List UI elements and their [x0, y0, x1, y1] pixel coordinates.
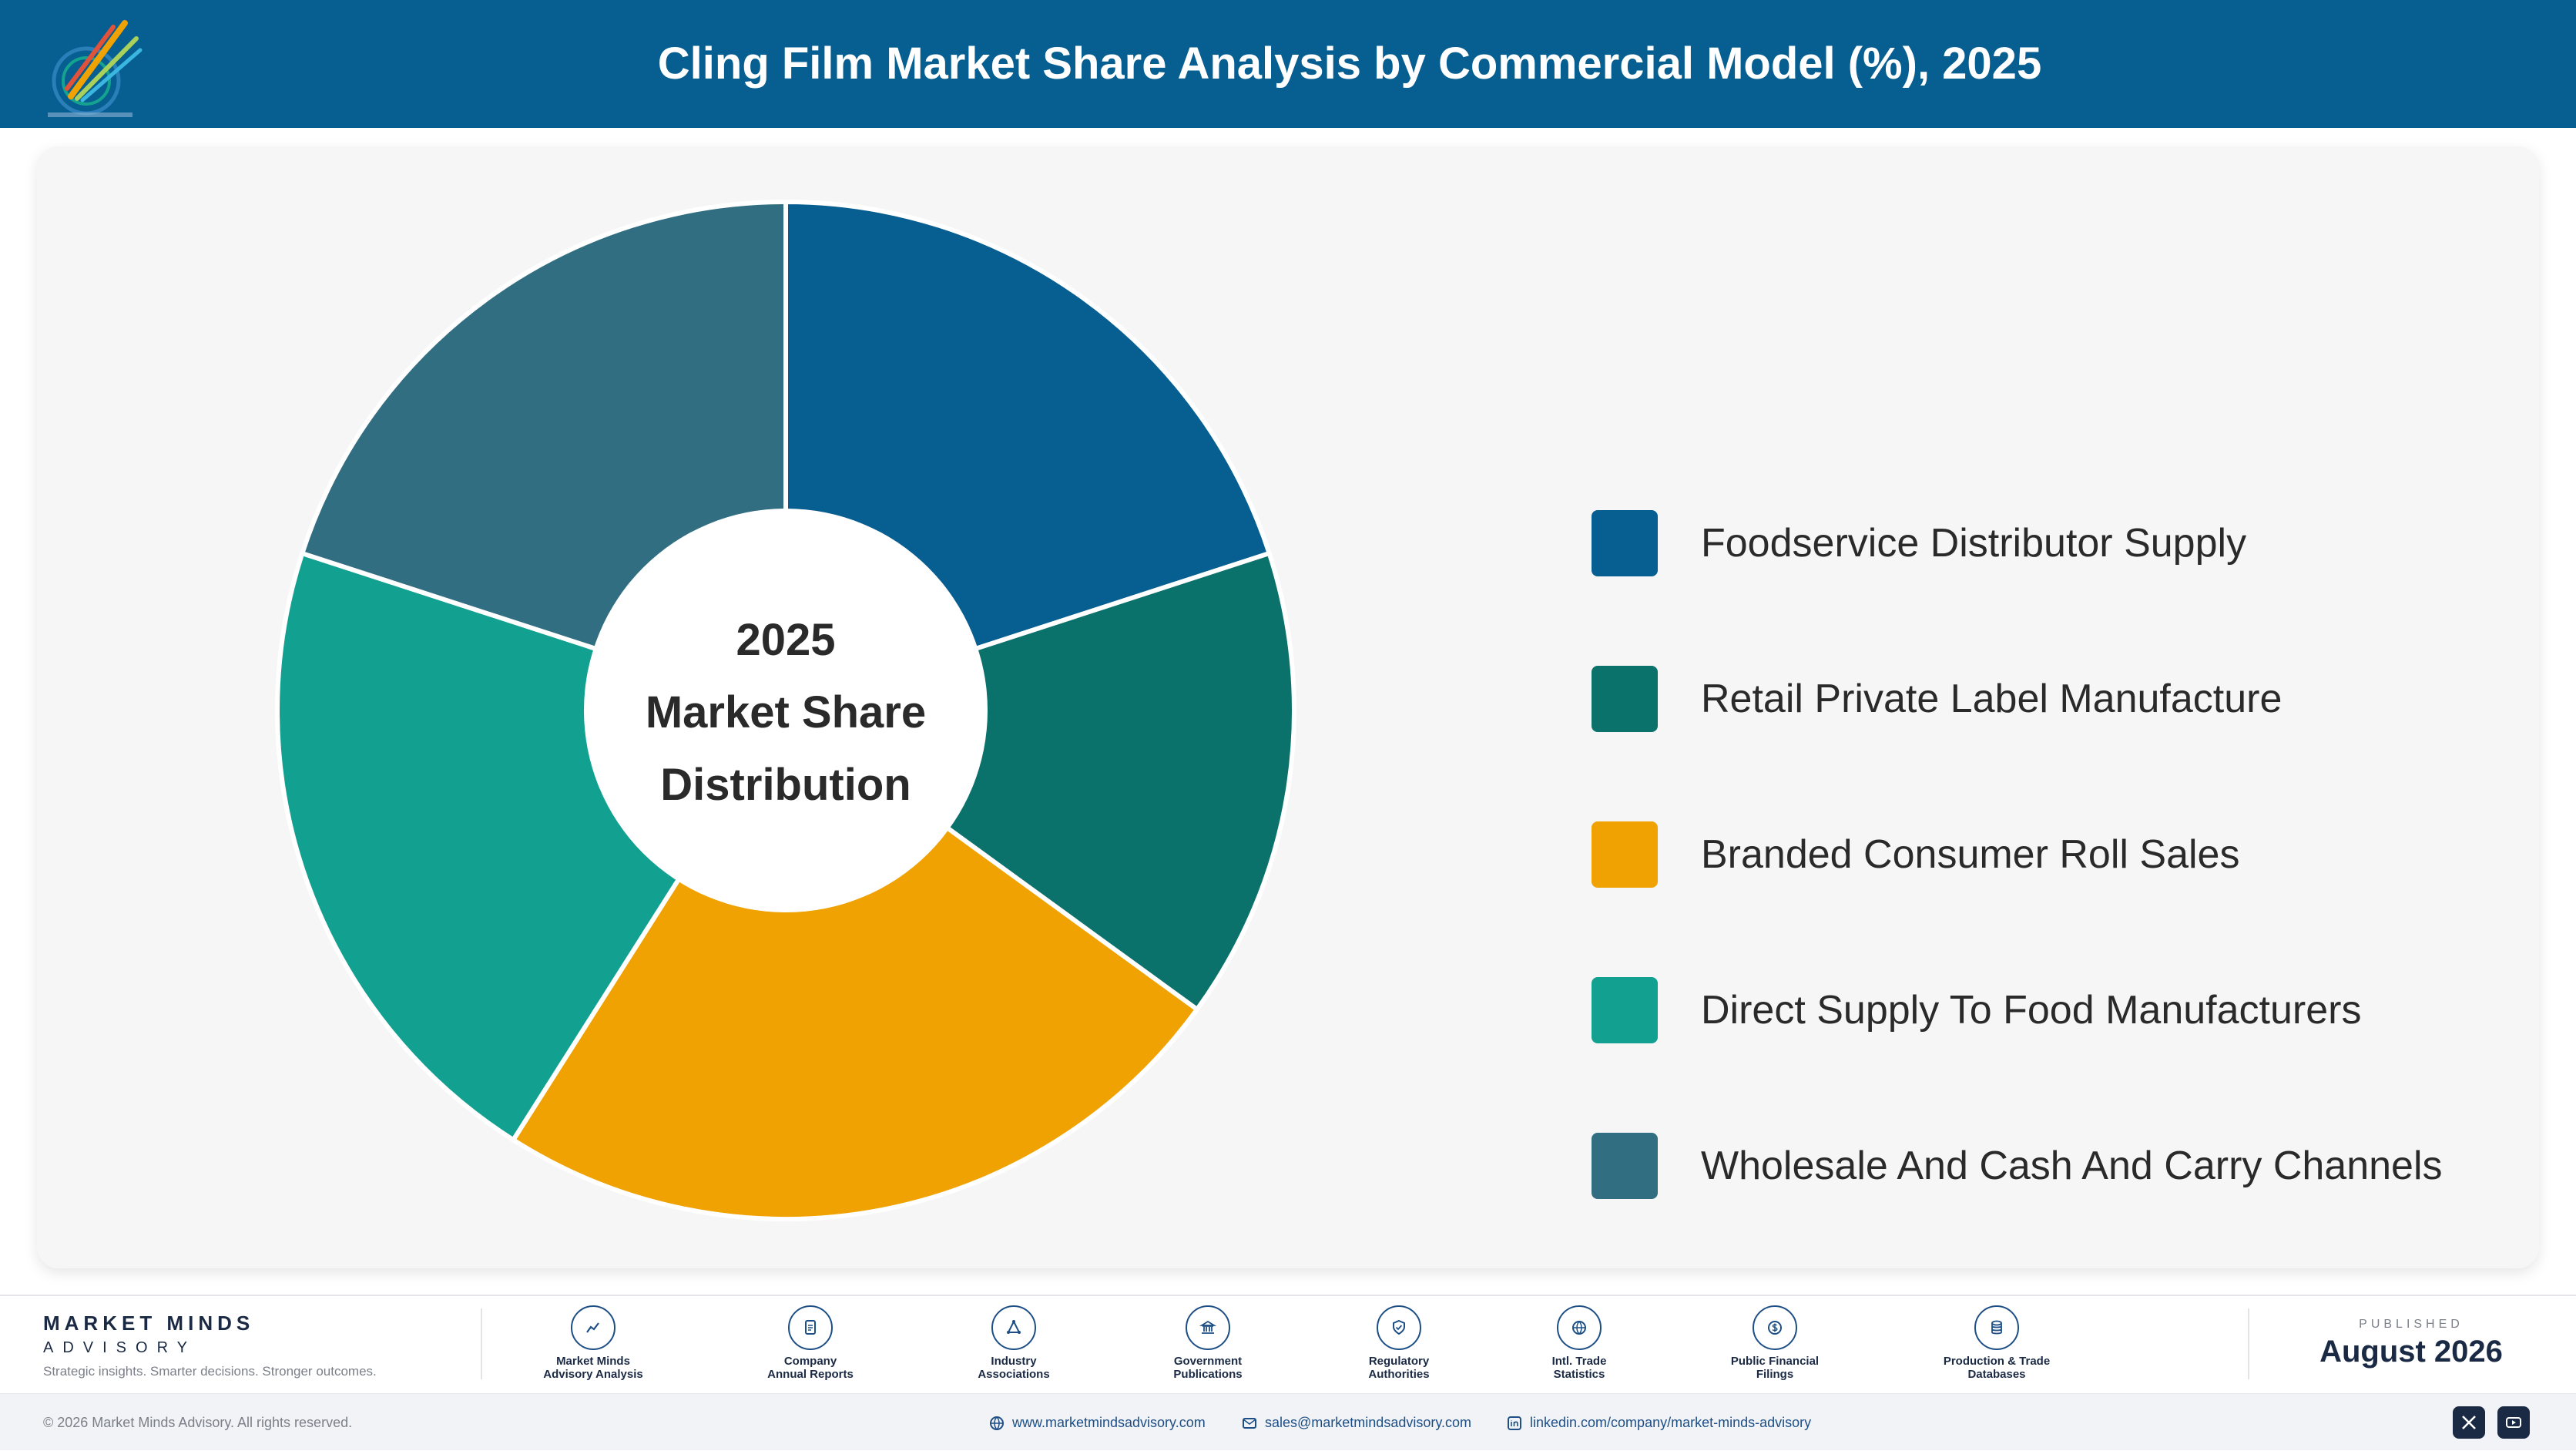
center-label: Distribution: [660, 760, 911, 810]
website-link[interactable]: www.marketmindsadvisory.com: [989, 1394, 1206, 1451]
source-item: Market Minds Advisory Analysis: [516, 1305, 670, 1381]
copyright-text: © 2026 Market Minds Advisory. All rights…: [43, 1415, 353, 1430]
legend-label: Branded Consumer Roll Sales: [1701, 832, 2240, 877]
legend-swatch: [1592, 1133, 1658, 1199]
shield-check-icon: [1377, 1305, 1421, 1350]
network-icon: [991, 1305, 1036, 1350]
brand-tagline: Strategic insights. Smarter decisions. S…: [43, 1364, 377, 1379]
source-label: Market Minds Advisory Analysis: [543, 1355, 643, 1381]
legend-swatch: [1592, 510, 1658, 576]
linkedin-icon: [1508, 1416, 1521, 1431]
company-logo-icon: [48, 20, 143, 117]
source-label: Regulatory Authorities: [1368, 1355, 1430, 1381]
youtube-logo-icon: [2506, 1417, 2521, 1428]
legend-label: Wholesale And Cash And Carry Channels: [1701, 1144, 2443, 1188]
website-text: www.marketmindsadvisory.com: [1012, 1415, 1206, 1430]
brand-name: MARKET MINDS: [43, 1312, 255, 1335]
trend-chart-icon: [571, 1305, 615, 1350]
chart-card: 2025 Market Share Distribution Foodservice…: [37, 146, 2539, 1268]
legend-label: Retail Private Label Manufacture: [1701, 677, 2283, 721]
divider: [2248, 1308, 2249, 1379]
source-item: Government Publications: [1131, 1305, 1285, 1381]
footer-sources-bar: MARKET MINDS ADVISORY Strategic insights…: [0, 1295, 2576, 1393]
currency-icon: [1753, 1305, 1797, 1350]
source-label: Company Annual Reports: [767, 1355, 854, 1381]
legend-swatch: [1592, 977, 1658, 1043]
linkedin-link[interactable]: linkedin.com/company/market-minds-adviso…: [1507, 1394, 1811, 1451]
footer-contact-bar: © 2026 Market Minds Advisory. All rights…: [0, 1393, 2576, 1450]
linkedin-text: linkedin.com/company/market-minds-adviso…: [1530, 1415, 1812, 1430]
divider: [481, 1308, 482, 1379]
legend-label: Direct Supply To Food Manufacturers: [1701, 988, 2362, 1033]
legend-label: Foodservice Distributor Supply: [1701, 521, 2247, 566]
source-item: Company Annual Reports: [733, 1305, 887, 1381]
source-item: Industry Associations: [937, 1305, 1091, 1381]
document-icon: [788, 1305, 833, 1350]
source-item: Production & Trade Databases: [1920, 1305, 2074, 1381]
database-icon: [1974, 1305, 2019, 1350]
pie-chart: 2025 Market Share Distribution: [275, 199, 1297, 1221]
published-label: PUBLISHED: [2359, 1318, 2464, 1331]
donut-center: [584, 509, 988, 912]
x-logo-icon: [2462, 1416, 2476, 1429]
source-label: Government Publications: [1173, 1355, 1243, 1381]
source-item: Public Financial Filings: [1698, 1305, 1852, 1381]
government-building-icon: [1186, 1305, 1230, 1350]
globe-icon: [990, 1416, 1004, 1431]
source-item: Intl. Trade Statistics: [1502, 1305, 1656, 1381]
x-social-button[interactable]: [2453, 1406, 2485, 1439]
email-text: sales@marketmindsadvisory.com: [1265, 1415, 1472, 1430]
header-bar: Cling Film Market Share Analysis by Comm…: [0, 0, 2576, 128]
brand-subtitle: ADVISORY: [43, 1339, 196, 1356]
youtube-social-button[interactable]: [2497, 1406, 2530, 1439]
center-label: 2025: [736, 615, 835, 665]
email-link[interactable]: sales@marketmindsadvisory.com: [1242, 1394, 1471, 1451]
source-item: Regulatory Authorities: [1322, 1305, 1476, 1381]
pie-slice: [780, 550, 1297, 1013]
legend-swatch: [1592, 821, 1658, 888]
published-date: August 2026: [2319, 1335, 2503, 1369]
globe-icon: [1557, 1305, 1602, 1350]
source-label: Production & Trade Databases: [1943, 1355, 2051, 1381]
page-title: Cling Film Market Share Analysis by Comm…: [657, 39, 2042, 89]
source-label: Intl. Trade Statistics: [1551, 1355, 1607, 1381]
center-label: Market Share: [646, 687, 926, 737]
pie-slice: [510, 707, 1201, 1221]
source-label: Public Financial Filings: [1730, 1355, 1820, 1381]
mail-icon: [1243, 1418, 1256, 1429]
legend-swatch: [1592, 666, 1658, 732]
source-label: Industry Associations: [978, 1355, 1050, 1381]
